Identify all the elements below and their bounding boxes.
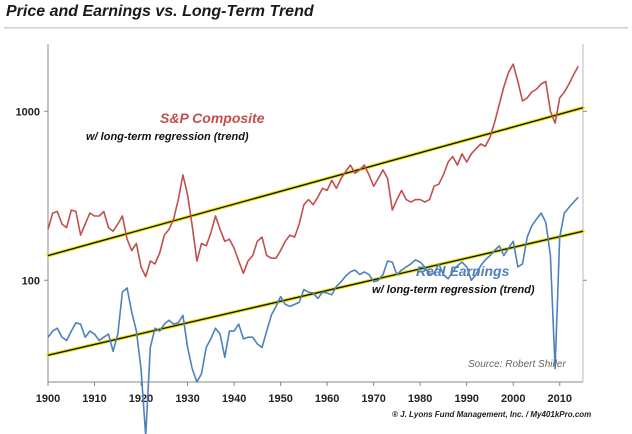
x-tick-label: 1940 [222, 393, 246, 405]
source-note: Source: Robert Shiller [468, 359, 566, 370]
credit-note: ® J. Lyons Fund Management, Inc. / My401… [392, 410, 591, 419]
x-tick-label: 1910 [82, 393, 106, 405]
y-tick-label: 100 [22, 275, 40, 287]
x-tick-label: 1930 [175, 393, 199, 405]
price-series-line [47, 63, 580, 278]
title-divider [4, 27, 628, 29]
price-trend-line [47, 107, 584, 257]
trend-layer [46, 105, 585, 357]
x-tick-label: 2000 [501, 393, 525, 405]
x-tick-label: 1980 [408, 393, 432, 405]
chart-title: Price and Earnings vs. Long-Term Trend [6, 3, 314, 20]
chart-svg: 1900 1910 1920 1930 1940 1950 1960 1970 1980 1990… [16, 44, 591, 434]
earnings-series-label: Real Earnings [416, 263, 510, 279]
earnings-series-line [47, 196, 579, 434]
x-tick-label: 1960 [315, 393, 339, 405]
chart-area: 1900 1910 1920 1930 1940 1950 1960 1970 1980 1990… [0, 30, 632, 434]
price-series-label: S&P Composite [160, 110, 265, 126]
series-layer [47, 63, 580, 434]
price-series-sublabel: w/ long-term regression (trend) [86, 131, 249, 143]
x-tick-label: 1920 [129, 393, 153, 405]
labels-layer: S&P Composite w/ long-term regression (t… [86, 110, 591, 419]
y-tick-label: 1000 [16, 106, 40, 118]
x-tick-label: 1900 [36, 393, 60, 405]
x-tick-label: 2010 [547, 393, 571, 405]
x-tick-label: 1970 [361, 393, 385, 405]
x-tick-label: 1990 [454, 393, 478, 405]
earnings-series-sublabel: w/ long-term regression (trend) [372, 284, 535, 296]
x-tick-label: 1950 [268, 393, 292, 405]
